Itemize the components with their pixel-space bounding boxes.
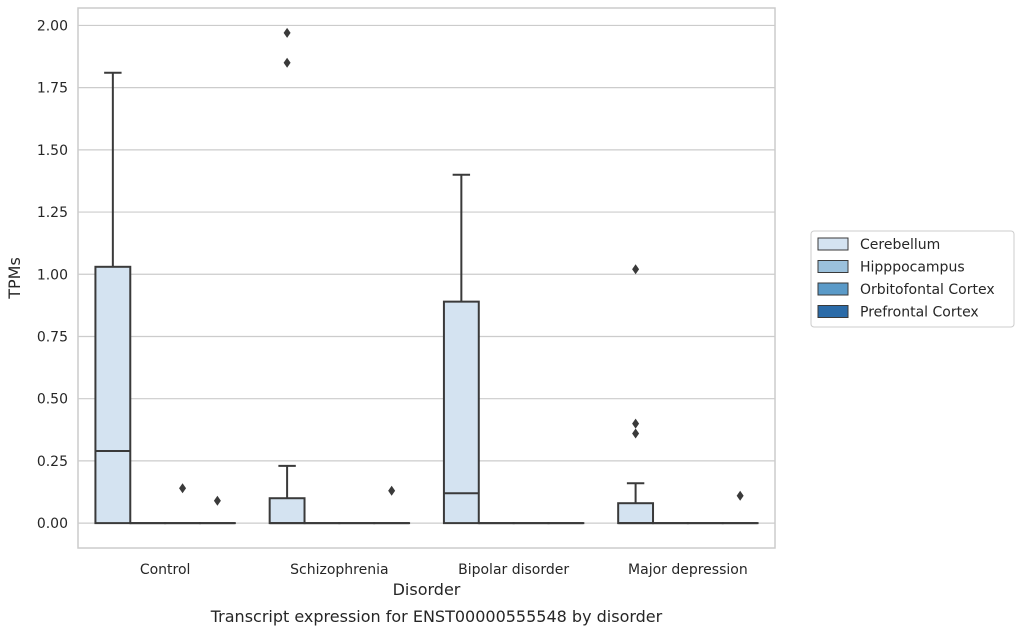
y-tick-label: 2.00: [37, 18, 68, 34]
outlier-point: [284, 58, 291, 68]
box-plot-marks: [95, 28, 757, 523]
outlier-point: [632, 419, 639, 429]
box: [270, 498, 305, 523]
outlier-point: [214, 496, 221, 506]
legend-label: Orbitofontal Cortex: [860, 282, 995, 298]
y-tick-label: 0.25: [37, 454, 68, 470]
box-group: [374, 486, 409, 523]
legend: Cerebellum Hipppocampus Orbitofontal Corte…: [811, 231, 1014, 327]
y-axis-label: TPMs: [5, 257, 24, 300]
outlier-point: [632, 429, 639, 439]
x-tick-label: Bipolar disorder: [458, 562, 569, 578]
y-tick-label: 1.75: [37, 81, 68, 97]
legend-swatch: [818, 283, 848, 295]
plot-frame: [78, 8, 775, 548]
box-group: [723, 491, 758, 523]
box: [444, 302, 479, 523]
box-group: [270, 28, 305, 523]
y-tick-label: 1.25: [37, 205, 68, 221]
box-group: [444, 175, 479, 523]
outlier-point: [737, 491, 744, 501]
box-group: [165, 483, 200, 523]
box-group: [95, 73, 130, 523]
outlier-point: [388, 486, 395, 496]
outlier-point: [179, 483, 186, 493]
legend-swatch: [818, 306, 848, 318]
y-tick-label: 1.00: [37, 267, 68, 283]
chart-title: Transcript expression for ENST0000055554…: [210, 607, 663, 626]
grid-lines: [78, 25, 775, 523]
legend-label: Hipppocampus: [860, 260, 965, 276]
y-axis-ticks: 0.00 0.25 0.50 0.75 1.00 1.25 1.50 1.75 2.00: [37, 18, 68, 532]
legend-label: Cerebellum: [860, 237, 940, 253]
legend-label: Prefrontal Cortex: [860, 305, 979, 321]
x-tick-label: Major depression: [628, 562, 748, 578]
y-tick-label: 0.75: [37, 329, 68, 345]
y-tick-label: 1.50: [37, 143, 68, 159]
legend-swatch: [818, 238, 848, 250]
x-axis-label: Disorder: [393, 580, 461, 599]
box: [618, 503, 653, 523]
x-axis-ticks: Control Schizophrenia Bipolar disorder Majo…: [140, 562, 748, 578]
legend-swatch: [818, 261, 848, 273]
y-tick-label: 0.50: [37, 392, 68, 408]
outlier-point: [632, 264, 639, 274]
y-tick-label: 0.00: [37, 516, 68, 532]
x-tick-label: Control: [140, 562, 191, 578]
x-tick-label: Schizophrenia: [290, 562, 388, 578]
box-group: [200, 496, 235, 523]
outlier-point: [284, 28, 291, 38]
box-group: [618, 264, 653, 523]
box: [95, 267, 130, 523]
